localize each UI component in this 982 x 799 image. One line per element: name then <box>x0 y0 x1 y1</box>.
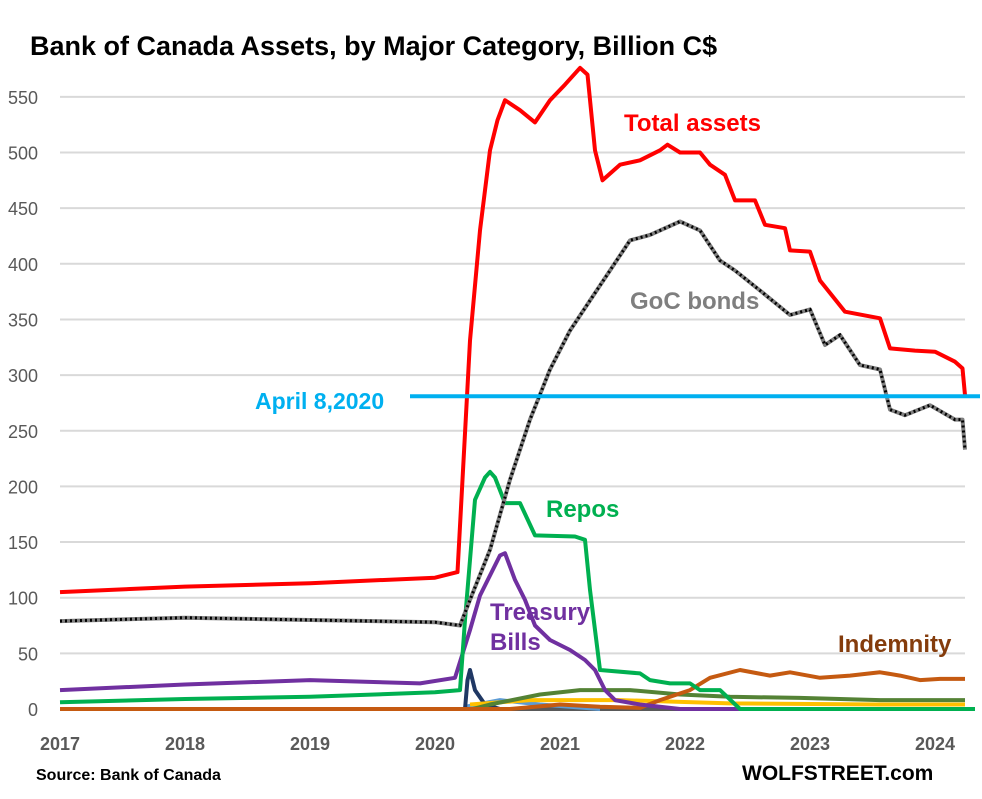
x-tick-label: 2020 <box>415 734 455 754</box>
y-tick-label: 50 <box>18 644 38 664</box>
chart-title: Bank of Canada Assets, by Major Category… <box>30 31 717 61</box>
x-tick-label: 2022 <box>665 734 705 754</box>
y-tick-label: 500 <box>8 144 38 164</box>
series-line-indemnity <box>60 668 965 711</box>
annotation: April 8,2020 <box>255 388 980 414</box>
annotation-label: April 8,2020 <box>255 388 384 414</box>
x-tick-label: 2019 <box>290 734 330 754</box>
series-line-repos <box>59 469 975 711</box>
y-tick-label: 450 <box>8 199 38 219</box>
x-axis: 2017 2018 2019 2020 2021 2022 2023 2024 <box>40 734 955 754</box>
series-group <box>59 65 975 711</box>
x-tick-label: 2018 <box>165 734 205 754</box>
y-tick-label: 0 <box>28 700 38 720</box>
y-tick-label: 150 <box>8 533 38 553</box>
x-tick-label: 2024 <box>915 734 955 754</box>
series-line-other-5 <box>60 688 965 711</box>
series-label-treasury-bills: Treasury Bills <box>490 599 597 656</box>
y-tick-label: 350 <box>8 310 38 330</box>
treasury-label-line1: Treasury <box>490 599 591 626</box>
y-tick-label: 100 <box>8 589 38 609</box>
y-tick-label: 550 <box>8 88 38 108</box>
x-tick-label: 2017 <box>40 734 80 754</box>
y-axis: 0 50 100 150 200 250 300 350 400 450 500 550 <box>8 88 38 720</box>
series-line-other-6 <box>469 698 965 707</box>
series-line-total-assets <box>59 65 967 595</box>
series-label-goc-bonds: GoC bonds <box>630 288 759 315</box>
y-tick-label: 300 <box>8 366 38 386</box>
watermark: WOLFSTREET.com <box>742 762 933 785</box>
series-line-goc-bonds-dots <box>59 219 967 628</box>
series-label-indemnity: Indemnity <box>838 631 952 658</box>
series-line-treasury-bills <box>59 551 975 711</box>
treasury-label-line2: Bills <box>490 629 541 656</box>
grid <box>60 95 965 655</box>
y-tick-label: 250 <box>8 422 38 442</box>
source-text: Source: Bank of Canada <box>36 767 221 784</box>
x-tick-label: 2021 <box>540 734 580 754</box>
series-line-goc-bonds <box>59 219 967 628</box>
series-label-total-assets: Total assets <box>624 110 761 137</box>
y-tick-label: 200 <box>8 477 38 497</box>
x-tick-label: 2023 <box>790 734 830 754</box>
y-tick-label: 400 <box>8 255 38 275</box>
series-label-repos: Repos <box>546 496 619 523</box>
